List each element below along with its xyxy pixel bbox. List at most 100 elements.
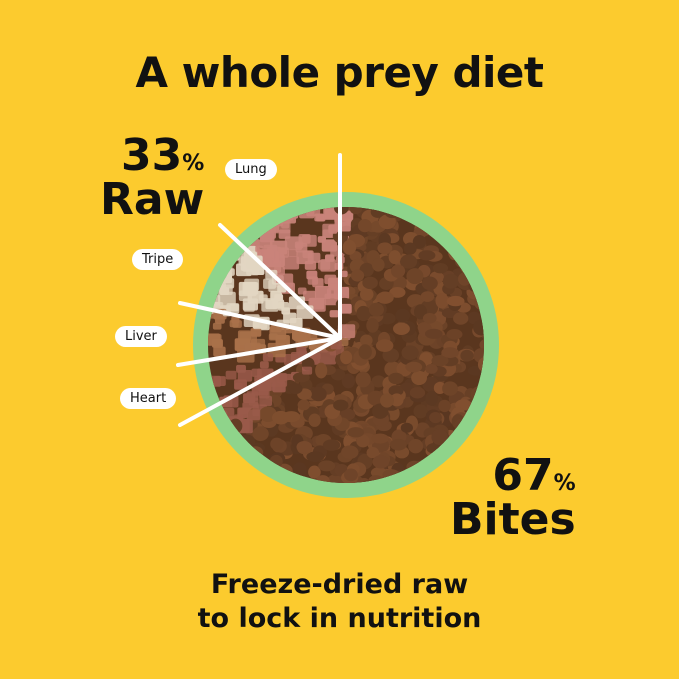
raw-piece — [259, 395, 273, 406]
kibble-piece — [378, 214, 396, 230]
raw-piece — [297, 287, 307, 295]
kibble-piece — [363, 241, 379, 254]
kibble-piece — [424, 328, 443, 339]
kibble-piece — [476, 250, 484, 261]
kibble-piece — [366, 447, 380, 459]
kibble-piece — [287, 383, 303, 395]
kibble-piece — [371, 257, 385, 272]
headline: A whole prey diet — [135, 48, 544, 97]
kibble-piece — [372, 455, 390, 469]
kibble-piece — [470, 432, 484, 447]
kibble-piece — [403, 242, 417, 255]
kibble-piece — [466, 242, 481, 254]
kibble-piece — [380, 393, 394, 408]
kibble-piece — [326, 474, 345, 483]
kibble-piece — [442, 273, 460, 289]
kibble-piece — [413, 404, 428, 419]
kibble-piece — [393, 322, 410, 335]
raw-piece — [209, 242, 221, 252]
kibble-piece — [435, 292, 449, 309]
kibble-piece — [400, 422, 413, 433]
kibble-piece — [248, 476, 264, 483]
subtitle-line: Freeze-dried raw — [210, 569, 469, 600]
kibble-piece — [479, 241, 484, 257]
kibble-piece — [362, 276, 378, 290]
kibble-piece — [411, 370, 428, 386]
kibble-piece — [433, 472, 450, 483]
kibble-piece — [421, 276, 438, 291]
raw-piece — [247, 207, 261, 217]
kibble-piece — [372, 403, 389, 419]
kibble-piece — [446, 329, 463, 340]
kibble-piece — [355, 371, 371, 388]
kibble-piece — [422, 312, 437, 324]
kibble-piece — [473, 348, 484, 363]
kibble-piece — [471, 227, 484, 243]
kibble-piece — [431, 429, 449, 446]
kibble-piece — [389, 438, 407, 451]
raw-piece — [329, 283, 339, 291]
kibble-piece — [310, 386, 327, 402]
kibble-piece — [425, 363, 438, 374]
kibble-piece — [474, 248, 484, 264]
raw-piece — [210, 225, 220, 233]
segment-label-tripe: Tripe — [132, 249, 184, 270]
kibble-piece — [223, 463, 240, 478]
raw-piece — [304, 260, 317, 270]
raw-piece — [246, 409, 261, 421]
kibble-piece — [390, 264, 406, 278]
raw-callout: 33% Raw — [100, 134, 204, 222]
kibble-piece — [432, 479, 450, 483]
kibble-piece — [341, 445, 359, 460]
kibble-piece — [341, 373, 356, 389]
raw-piece — [296, 346, 307, 356]
raw-piece — [241, 211, 252, 220]
raw-label: Raw — [100, 174, 205, 225]
raw-piece — [208, 333, 222, 346]
raw-piece — [288, 249, 298, 257]
kibble-piece — [292, 372, 310, 383]
kibble-piece — [366, 318, 379, 333]
raw-piece — [295, 243, 308, 253]
kibble-piece — [306, 451, 325, 463]
raw-piece — [250, 338, 266, 351]
kibble-piece — [368, 302, 384, 317]
kibble-piece — [483, 437, 484, 451]
kibble-piece — [469, 439, 484, 451]
kibble-piece — [388, 385, 404, 397]
raw-piece — [262, 353, 274, 362]
kibble-piece — [297, 399, 311, 411]
kibble-piece — [282, 411, 301, 423]
raw-piece — [311, 352, 321, 360]
raw-piece — [334, 218, 351, 232]
kibble-piece — [358, 344, 372, 360]
raw-piece — [339, 303, 352, 314]
raw-piece — [236, 364, 246, 373]
kibble-piece — [460, 349, 474, 362]
kibble-piece — [429, 412, 442, 424]
kibble-piece — [420, 291, 435, 302]
kibble-piece — [425, 390, 438, 406]
raw-piece — [312, 278, 324, 288]
kibble-piece — [213, 480, 226, 483]
raw-piece — [258, 380, 272, 392]
raw-piece — [337, 324, 356, 339]
raw-piece — [263, 278, 277, 289]
kibble-piece — [467, 207, 483, 219]
raw-piece — [238, 210, 254, 223]
bites-label: Bites — [450, 494, 576, 545]
raw-piece — [242, 298, 259, 311]
kibble-piece — [318, 460, 336, 472]
kibble-piece — [474, 225, 484, 236]
kibble-piece — [418, 250, 436, 261]
raw-piece — [278, 302, 290, 311]
raw-piece — [231, 316, 240, 324]
kibble-piece — [446, 295, 465, 307]
kibble-piece — [246, 481, 263, 483]
kibble-piece — [412, 235, 427, 249]
kibble-piece — [458, 222, 476, 235]
raw-piece — [243, 208, 259, 222]
kibble-piece — [308, 413, 321, 427]
kibble-piece — [406, 268, 424, 285]
kibble-piece — [226, 468, 244, 482]
